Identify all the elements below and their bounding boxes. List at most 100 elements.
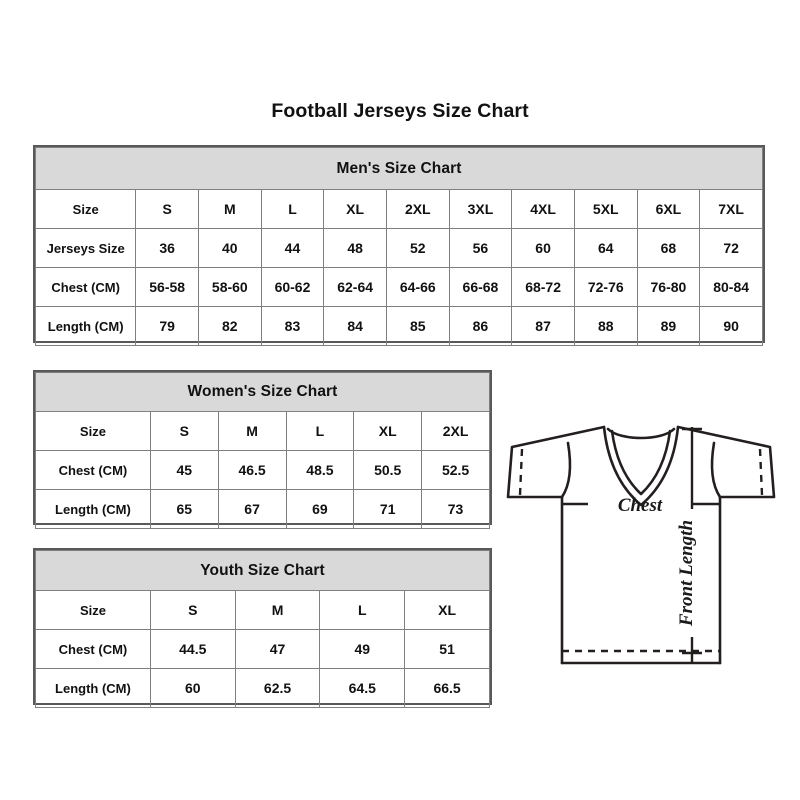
row-label-length: Length (CM) — [35, 668, 151, 708]
mens-length-7xl: 90 — [699, 306, 763, 346]
mens-chest-4xl: 68-72 — [511, 267, 575, 307]
womens-size-m: M — [217, 411, 287, 451]
mens-size-6xl: 6XL — [636, 189, 701, 229]
mens-length-l: 83 — [260, 306, 325, 346]
womens-length-2xl: 73 — [421, 489, 490, 529]
womens-chart-heading: Women's Size Chart — [35, 372, 490, 412]
row-label-jerseys-size: Jerseys Size — [34, 228, 137, 268]
mens-jerseys-size-2xl: 52 — [385, 228, 450, 268]
row-label-size: Size — [35, 590, 151, 630]
youth-length-l: 64.5 — [319, 668, 406, 708]
jersey-outline-svg: Chest Front Length — [506, 425, 776, 665]
row-label-length: Length (CM) — [35, 489, 151, 529]
row-label-size: Size — [35, 411, 151, 451]
womens-length-l: 69 — [285, 489, 355, 529]
mens-size-5xl: 5XL — [573, 189, 638, 229]
mens-chest-m: 58-60 — [197, 267, 262, 307]
mens-length-3xl: 86 — [448, 306, 513, 346]
youth-size-xl: XL — [404, 590, 490, 630]
row-label-chest: Chest (CM) — [34, 267, 137, 307]
mens-size-chart-table: Men's Size Chart Size S M L XL 2XL 3XL 4… — [33, 145, 765, 346]
womens-size-s: S — [149, 411, 219, 451]
mens-size-s: S — [135, 189, 199, 229]
youth-length-m: 62.5 — [234, 668, 321, 708]
womens-chest-2xl: 52.5 — [421, 450, 490, 490]
mens-size-l: L — [260, 189, 325, 229]
mens-size-2xl: 2XL — [385, 189, 450, 229]
table-row-mens-length: Length (CM) 79 82 83 84 85 86 87 88 89 9… — [34, 306, 763, 346]
front-length-measure-line — [682, 427, 702, 663]
mens-jerseys-size-5xl: 64 — [573, 228, 638, 268]
mens-length-m: 82 — [197, 306, 262, 346]
table-row-mens-chest: Chest (CM) 56-58 58-60 60-62 62-64 64-66… — [34, 267, 763, 307]
mens-size-m: M — [197, 189, 262, 229]
mens-jerseys-size-7xl: 72 — [699, 228, 763, 268]
table-row-youth-size: Size S M L XL — [35, 590, 490, 630]
womens-size-chart-table: Women's Size Chart Size S M L XL 2XL Che… — [33, 370, 492, 529]
mens-length-5xl: 88 — [573, 306, 638, 346]
jersey-dashed-seams — [518, 448, 764, 653]
youth-length-s: 60 — [149, 668, 236, 708]
mens-jerseys-size-3xl: 56 — [448, 228, 513, 268]
youth-chest-m: 47 — [234, 629, 321, 669]
mens-jerseys-size-4xl: 60 — [511, 228, 575, 268]
mens-chest-3xl: 66-68 — [448, 267, 513, 307]
mens-size-3xl: 3XL — [448, 189, 513, 229]
page-title: Football Jerseys Size Chart — [271, 100, 529, 122]
mens-size-xl: XL — [323, 189, 387, 229]
youth-chest-l: 49 — [319, 629, 406, 669]
youth-size-chart-table: Youth Size Chart Size S M L XL Chest (CM… — [33, 548, 492, 708]
womens-chest-xl: 50.5 — [353, 450, 423, 490]
womens-chest-l: 48.5 — [285, 450, 355, 490]
mens-chest-2xl: 64-66 — [385, 267, 450, 307]
mens-length-6xl: 89 — [636, 306, 701, 346]
mens-jerseys-size-6xl: 68 — [636, 228, 701, 268]
row-label-length: Length (CM) — [34, 306, 137, 346]
mens-jerseys-size-s: 36 — [135, 228, 199, 268]
mens-chest-s: 56-58 — [135, 267, 199, 307]
mens-jerseys-size-m: 40 — [197, 228, 262, 268]
jersey-body-outline — [506, 425, 776, 665]
mens-length-2xl: 85 — [385, 306, 450, 346]
youth-length-xl: 66.5 — [404, 668, 490, 708]
mens-size-7xl: 7XL — [699, 189, 763, 229]
table-row-youth-chest: Chest (CM) 44.5 47 49 51 — [35, 629, 490, 669]
table-row-mens-size: Size S M L XL 2XL 3XL 4XL 5XL 6XL 7XL — [34, 189, 763, 229]
mens-chest-7xl: 80-84 — [699, 267, 763, 307]
table-row-womens-size: Size S M L XL 2XL — [35, 411, 490, 451]
womens-chest-m: 46.5 — [217, 450, 287, 490]
row-label-chest: Chest (CM) — [35, 450, 151, 490]
womens-size-l: L — [285, 411, 355, 451]
womens-length-s: 65 — [149, 489, 219, 529]
mens-jerseys-size-l: 44 — [260, 228, 325, 268]
chest-measure-label: Chest — [618, 495, 663, 516]
mens-chest-6xl: 76-80 — [636, 267, 701, 307]
mens-chest-5xl: 72-76 — [573, 267, 638, 307]
table-row-youth-length: Length (CM) 60 62.5 64.5 66.5 — [35, 668, 490, 708]
youth-size-l: L — [319, 590, 406, 630]
mens-length-xl: 84 — [323, 306, 387, 346]
table-row-mens-jerseys-size: Jerseys Size 36 40 44 48 52 56 60 64 68 … — [34, 228, 763, 268]
front-length-measure-label: Front Length — [676, 520, 697, 627]
mens-chart-heading: Men's Size Chart — [35, 147, 763, 190]
youth-chest-xl: 51 — [404, 629, 490, 669]
womens-size-xl: XL — [353, 411, 423, 451]
right-cuff-dashed-line — [758, 448, 764, 496]
jersey-measurement-diagram: Chest Front Length — [496, 405, 786, 705]
table-row-womens-chest: Chest (CM) 45 46.5 48.5 50.5 52.5 — [35, 450, 490, 490]
youth-chart-heading: Youth Size Chart — [35, 550, 490, 591]
womens-length-xl: 71 — [353, 489, 423, 529]
mens-length-s: 79 — [135, 306, 199, 346]
womens-chest-s: 45 — [149, 450, 219, 490]
mens-jerseys-size-xl: 48 — [323, 228, 387, 268]
mens-chest-xl: 62-64 — [323, 267, 387, 307]
womens-size-2xl: 2XL — [421, 411, 490, 451]
row-label-chest: Chest (CM) — [35, 629, 151, 669]
mens-length-4xl: 87 — [511, 306, 575, 346]
womens-length-m: 67 — [217, 489, 287, 529]
youth-size-s: S — [149, 590, 236, 630]
mens-chest-l: 60-62 — [260, 267, 325, 307]
mens-size-4xl: 4XL — [511, 189, 575, 229]
youth-chest-s: 44.5 — [149, 629, 236, 669]
